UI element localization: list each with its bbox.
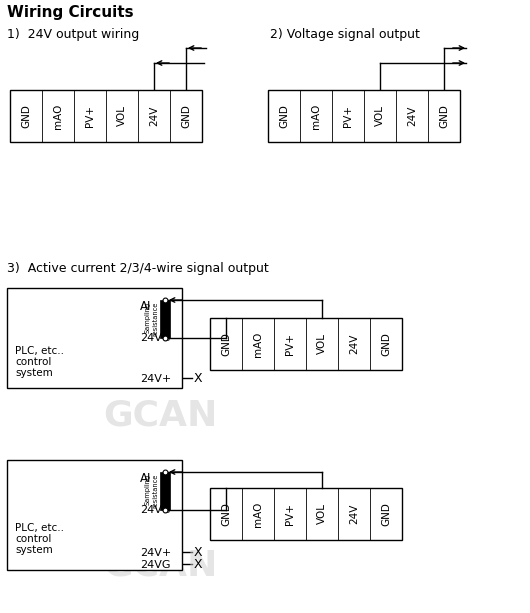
Text: Sampling
resistance: Sampling resistance: [145, 302, 158, 336]
Text: GND: GND: [381, 502, 391, 526]
Text: 24VG: 24VG: [140, 560, 171, 570]
Text: 24V: 24V: [349, 334, 359, 354]
Text: control: control: [15, 357, 51, 367]
Text: PV+: PV+: [85, 105, 95, 127]
Bar: [268, 90, 460, 142]
Text: GND: GND: [381, 332, 391, 356]
Bar: [7, 288, 182, 388]
Text: 24V: 24V: [349, 504, 359, 524]
Text: system: system: [15, 545, 53, 555]
Text: 24V: 24V: [149, 106, 159, 126]
Text: PLC, etc..: PLC, etc..: [15, 523, 64, 533]
Text: GND: GND: [439, 104, 449, 128]
Text: 3)  Active current 2/3/4-wire signal output: 3) Active current 2/3/4-wire signal outp…: [7, 262, 269, 275]
Text: PV+: PV+: [343, 105, 353, 127]
Text: Wiring Circuits: Wiring Circuits: [7, 5, 134, 20]
Text: control: control: [15, 534, 51, 544]
Text: X: X: [194, 371, 202, 384]
Text: X: X: [194, 546, 202, 558]
Text: GND: GND: [181, 104, 191, 128]
Text: mAO: mAO: [253, 331, 263, 357]
Text: mAO: mAO: [253, 501, 263, 527]
Text: AI: AI: [140, 300, 152, 313]
Text: PLC, etc..: PLC, etc..: [15, 346, 64, 356]
Text: VOL: VOL: [375, 105, 385, 126]
Text: PV+: PV+: [285, 333, 295, 355]
Bar: [160, 300, 170, 338]
Bar: [160, 472, 170, 510]
Text: VOL: VOL: [317, 333, 327, 354]
Text: 24V: 24V: [407, 106, 417, 126]
Bar: [10, 90, 202, 142]
Text: X: X: [194, 557, 202, 571]
Text: 24VG: 24VG: [140, 505, 171, 515]
Text: GND: GND: [279, 104, 289, 128]
Text: mAO: mAO: [311, 104, 321, 129]
Text: system: system: [15, 368, 53, 378]
Text: VOL: VOL: [317, 503, 327, 525]
Text: GCAN: GCAN: [103, 548, 217, 582]
Text: PV+: PV+: [285, 503, 295, 525]
Bar: [210, 318, 402, 370]
Text: GND: GND: [221, 332, 231, 356]
Text: GND: GND: [221, 502, 231, 526]
Bar: [210, 488, 402, 540]
Text: 24V+: 24V+: [140, 374, 171, 384]
Text: GCAN: GCAN: [103, 398, 217, 432]
Text: Sampling
resistance: Sampling resistance: [145, 474, 158, 508]
Text: AI: AI: [140, 472, 152, 485]
Text: 1)  24V output wiring: 1) 24V output wiring: [7, 28, 139, 41]
Text: 24VG: 24VG: [140, 333, 171, 343]
Text: mAO: mAO: [53, 104, 63, 129]
Text: GND: GND: [21, 104, 31, 128]
Text: 24V+: 24V+: [140, 548, 171, 558]
Text: VOL: VOL: [117, 105, 127, 126]
Text: 2) Voltage signal output: 2) Voltage signal output: [270, 28, 420, 41]
Bar: [7, 460, 182, 570]
